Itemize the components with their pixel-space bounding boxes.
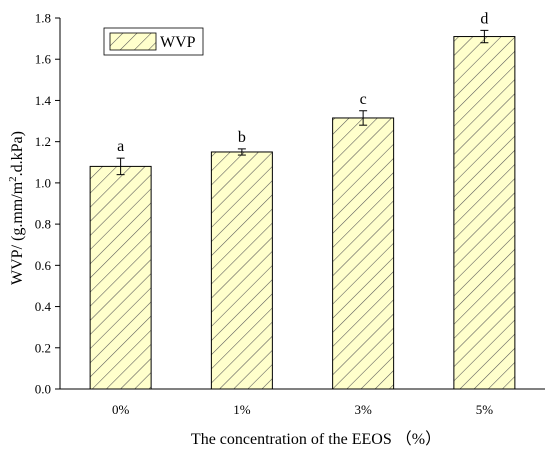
y-tick-label: 0.4: [35, 299, 52, 314]
significance-label: c: [360, 91, 367, 108]
x-ticks-group: 0% 1% 3% 5%: [112, 402, 493, 417]
y-tick-label: 1.4: [35, 93, 52, 108]
significance-label: d: [480, 10, 488, 27]
bar-3pct: [332, 117, 395, 390]
y-ticks-group: 0.0 0.2 0.4 0.6 0.8 1.0 1.2 1.4 1.6 1.8: [35, 11, 60, 397]
bars-group: [89, 36, 516, 390]
x-tick-label: 1%: [233, 402, 251, 417]
x-tick-label: 0%: [112, 402, 130, 417]
x-tick-label: 3%: [354, 402, 372, 417]
y-axis-label: WVP/ (g.mm/m2.d.kPa): [7, 131, 26, 285]
legend-label-wvp: WVP: [160, 34, 196, 51]
bar-0pct: [89, 165, 152, 390]
y-tick-label: 1.0: [35, 175, 51, 190]
significance-label: a: [117, 138, 124, 155]
y-tick-label: 1.6: [35, 52, 52, 67]
y-tick-label: 1.2: [35, 134, 51, 149]
bar-1pct: [210, 151, 273, 390]
x-tick-label: 5%: [476, 402, 494, 417]
y-tick-label: 0.2: [35, 340, 51, 355]
y-tick-label: 0.6: [35, 258, 52, 273]
data-labels-group: a b c d: [117, 10, 488, 155]
legend-swatch: [109, 32, 157, 51]
x-axis-label: The concentration of the EEOS （%）: [191, 430, 441, 448]
bar-5pct: [453, 36, 516, 390]
y-tick-label: 0.8: [35, 217, 51, 232]
significance-label: b: [238, 129, 246, 146]
legend: WVP: [103, 27, 204, 56]
y-tick-label: 1.8: [35, 11, 51, 26]
error-bars-group: [116, 29, 489, 176]
y-tick-label: 0.0: [35, 382, 51, 397]
